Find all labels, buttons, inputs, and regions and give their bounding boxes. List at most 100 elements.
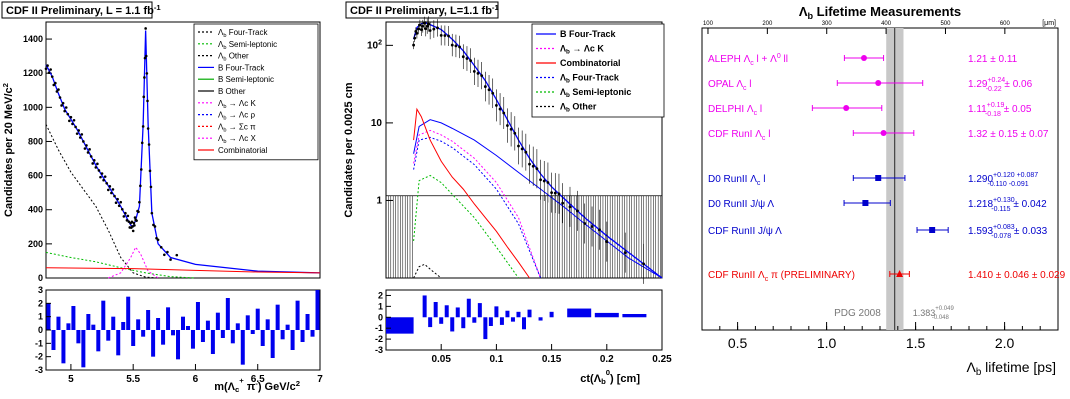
data-point [143, 76, 146, 79]
measurement-label: ALEPH Λc l + Λ0 ll [708, 53, 788, 67]
measurement-marker [860, 55, 867, 61]
data-point [99, 175, 102, 179]
residual-bar [472, 317, 477, 323]
value-main: 1.29 [968, 79, 988, 90]
legend-label-part: Other [570, 102, 597, 112]
data-point [159, 245, 163, 249]
data-point [68, 119, 71, 123]
measurement-label-part: 0 [777, 53, 781, 60]
data-point [97, 169, 101, 172]
value-main: 1.290 [968, 174, 993, 185]
residual-bar [622, 314, 647, 318]
data-point [146, 127, 150, 130]
mass-panel: CDF II Preliminary, L = 1.1 fb-1 0 200 400 6… [0, 0, 340, 394]
legend-label-part: → Λc ρ [226, 111, 255, 120]
residual-bar [91, 324, 96, 330]
mass-chart: CDF II Preliminary, L = 1.1 fb-102004006… [1, 1, 323, 394]
legend-label-part: b [223, 127, 226, 133]
legend-label-part: Four-Track [226, 28, 268, 37]
legend-box [531, 23, 665, 118]
residual-bar [255, 308, 260, 330]
value-main: 1.11 [968, 104, 987, 115]
residual-bar [245, 315, 250, 330]
data-point [117, 204, 121, 208]
value-main: 1.218 [968, 199, 993, 210]
legend-label-part: B Four-Track [560, 29, 617, 39]
chart-title: CDF II Preliminary, L = 1.1 fb-1 [6, 3, 161, 17]
measurement-label: CDF RunII J/ψ Λ [708, 226, 782, 237]
measurement-value: 1.593+0.083 -0.078 ± 0.033 [968, 224, 1048, 240]
legend-label-part: b [566, 49, 570, 56]
residual-bar [494, 306, 499, 318]
residual-bar [240, 330, 245, 365]
residual-bar [220, 330, 225, 338]
measurement-marker [929, 227, 936, 233]
legend-label-part: → Σc π [226, 122, 256, 131]
x-axis-label-part: lifetime [ps] [981, 359, 1056, 375]
series-line-4 [413, 107, 530, 279]
value-main: 1.410 ± 0.046 ± 0.029 [968, 270, 1066, 281]
legend-label-part: Semi-leptonic [226, 40, 277, 49]
legend-label-part: B Four-Track [218, 63, 265, 72]
y-tick-label-part: 10 [371, 118, 383, 129]
top-axis-tick-label: 200 [762, 21, 773, 27]
legend-label: Λb Other [560, 102, 597, 114]
residual-y-tick-label: -2 [375, 334, 383, 344]
data-point [120, 208, 124, 211]
residual-bar [61, 330, 66, 364]
data-point [96, 162, 99, 166]
residual-bar [280, 330, 285, 340]
value-sub: -0.22 [986, 86, 1002, 93]
measurement-label-part: DELPHI Λ [708, 104, 754, 115]
legend-label-part: Λ [218, 28, 224, 37]
y-axis-label: Candidates per 0.0025 cm [343, 82, 355, 217]
data-point [66, 112, 70, 116]
residual-bar [76, 330, 81, 344]
residual-bar [126, 296, 131, 330]
data-point [125, 219, 129, 222]
value-sub: -0.18 [985, 111, 1001, 118]
y-tick-label-part: 1 [376, 195, 382, 206]
residual-bar [260, 330, 265, 346]
data-point [124, 211, 127, 215]
top-axis-tick-label: 300 [822, 21, 833, 27]
measurement-marker [862, 200, 869, 206]
series-line-0 [45, 30, 321, 274]
data-point [113, 194, 116, 198]
residual-bar [51, 330, 56, 350]
legend-label: Λb Four-Track [560, 73, 620, 85]
x-tick-label: 0.05 [431, 354, 451, 365]
x-tick-label: 0.5 [728, 335, 748, 351]
data-point [142, 95, 146, 99]
series-line-2 [413, 129, 542, 279]
x-axis-label-part: b [976, 367, 982, 378]
series-line-4 [45, 267, 321, 274]
measurement-label-part: l [765, 129, 770, 140]
legend-label-part: Semi-leptonic [570, 87, 632, 97]
legend-label: Combinatorial [560, 58, 621, 68]
measurement-marker [880, 130, 887, 136]
x-tick-label: 7 [317, 374, 323, 385]
value-tail: ± 0.042 [1011, 199, 1048, 210]
legend-label: Λb Semi-leptonic [218, 40, 277, 51]
measurement-value: 1.410 ± 0.046 ± 0.029 [968, 270, 1066, 281]
data-point [89, 155, 93, 158]
chart-title: CDF II Preliminary, L=1.1 fb-1 [350, 3, 499, 17]
residual-bar [386, 317, 414, 334]
residual-bar [450, 317, 455, 332]
legend-label-part: Combinatorial [560, 58, 621, 68]
pdg-value-main: 1.383 [913, 308, 936, 318]
ct-panel: CDF II Preliminary, L=1.1 fb-1 1 10 102 Cand… [340, 0, 680, 394]
residual-y-tick-label: 0 [378, 312, 383, 322]
measurement-label-part: c [757, 180, 761, 187]
measurement-label-part: l [760, 174, 765, 185]
measurement-label-part: D0 RunII Λ [708, 174, 757, 185]
residual-y-tick-label: 1 [378, 301, 383, 311]
residual-bar [250, 330, 255, 334]
legend-label: Λb → Λc K [218, 99, 256, 110]
data-point [47, 71, 51, 74]
x-tick-label: 0.25 [652, 354, 672, 365]
data-point [141, 125, 145, 128]
data-point [111, 188, 115, 191]
legend-label-part: Other [226, 52, 249, 61]
